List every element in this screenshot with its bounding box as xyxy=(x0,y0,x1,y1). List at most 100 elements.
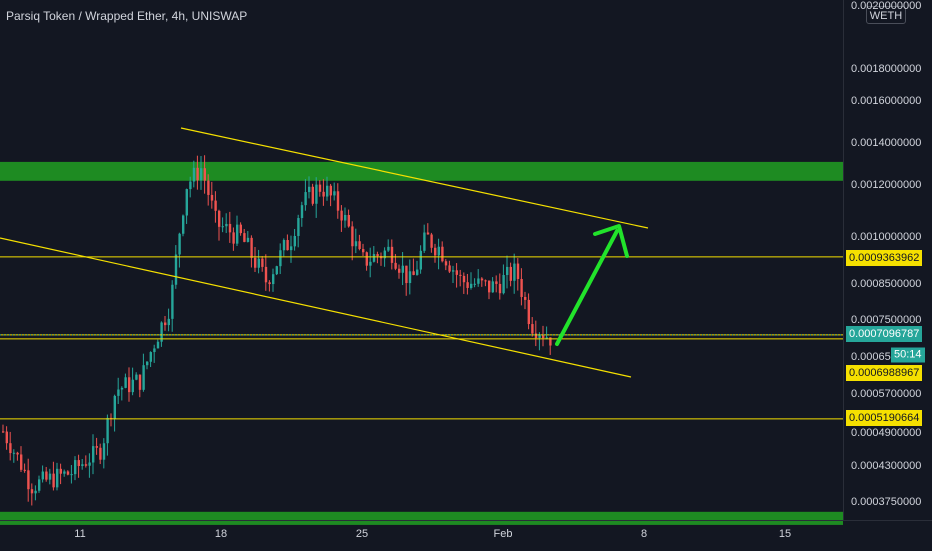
candle-body xyxy=(232,232,235,244)
candle-body xyxy=(304,192,307,206)
price-tick-label: 0.0020000000 xyxy=(851,0,922,12)
candle-body xyxy=(268,282,271,285)
price-tick-label: 0.0010000000 xyxy=(851,231,922,243)
candle-body xyxy=(196,167,199,181)
candle-body xyxy=(16,452,19,455)
candle-body xyxy=(174,254,178,285)
price-tick-label: 0.0008500000 xyxy=(851,278,922,290)
candle-body xyxy=(430,234,433,248)
candle-body xyxy=(502,275,505,294)
candle-body xyxy=(182,215,185,234)
candle-body xyxy=(329,185,332,196)
candle-body xyxy=(81,464,84,467)
price-tick-label: 0.0007500000 xyxy=(851,314,922,326)
candle-body xyxy=(362,249,365,253)
support-resistance-zone xyxy=(0,161,843,181)
candle-body xyxy=(419,250,422,270)
candle-body xyxy=(92,446,95,463)
candle-body xyxy=(344,214,347,221)
candle-body xyxy=(257,258,260,268)
candle-body xyxy=(63,471,66,474)
candle-countdown: 50:14 xyxy=(891,347,925,363)
price-scale[interactable] xyxy=(843,0,932,520)
candle-body xyxy=(20,454,23,470)
candle-body xyxy=(333,191,336,196)
price-tick-label: 0.0004300000 xyxy=(851,460,922,472)
price-tick-label: 0.0018000000 xyxy=(851,63,922,75)
candle-body xyxy=(70,474,73,476)
candle-body xyxy=(491,281,494,293)
candle-body xyxy=(38,479,41,491)
candle-body xyxy=(416,269,419,275)
candle-body xyxy=(221,226,224,228)
candle-body xyxy=(239,224,242,234)
candle-body xyxy=(506,266,509,276)
candle-body xyxy=(524,296,527,300)
candle-body xyxy=(549,337,552,346)
candle-body xyxy=(27,470,30,490)
candle-body xyxy=(372,254,376,262)
candle-body xyxy=(434,247,437,256)
candle-body xyxy=(509,266,512,281)
candle-body xyxy=(477,278,480,284)
candle-body xyxy=(376,254,379,257)
candle-body xyxy=(516,263,520,279)
candle-body xyxy=(203,168,206,181)
candle-body xyxy=(88,462,91,466)
time-tick-label: 18 xyxy=(214,528,228,540)
currency-badge[interactable]: WETH xyxy=(866,6,906,24)
time-scale[interactable] xyxy=(0,520,932,551)
chart-title: Parsiq Token / Wrapped Ether, 4h, UNISWA… xyxy=(6,9,248,23)
candle-body xyxy=(218,210,221,227)
candle-body xyxy=(351,226,354,247)
candle-body xyxy=(390,246,394,263)
candle-body xyxy=(480,278,484,281)
candle-body xyxy=(261,258,264,267)
candle-body xyxy=(84,464,88,466)
price-tick-label: 0.0005700000 xyxy=(851,388,922,400)
price-tick-label: 0.0016000000 xyxy=(851,95,922,107)
candle-body xyxy=(513,263,516,281)
candle-body xyxy=(236,224,239,244)
time-tick-label: 11 xyxy=(74,528,86,540)
candle-body xyxy=(441,246,444,262)
candle-body xyxy=(520,278,523,297)
candle-body xyxy=(272,274,275,285)
candle-body xyxy=(405,265,408,284)
candle-body xyxy=(225,223,228,227)
candle-body xyxy=(495,281,498,284)
time-tick-label: 25 xyxy=(355,528,369,540)
candle-body xyxy=(214,200,217,211)
candle-body xyxy=(142,365,145,390)
candle-body xyxy=(41,471,44,480)
candle-body xyxy=(448,265,451,272)
candle-body xyxy=(322,191,325,197)
candle-body xyxy=(66,471,70,475)
candle-body xyxy=(308,186,311,193)
candle-body xyxy=(398,268,401,273)
candle-body xyxy=(243,233,246,242)
candle-body xyxy=(52,473,55,488)
candle-body xyxy=(74,460,77,475)
level-price-label: 0.0006988967 xyxy=(846,365,923,381)
candle-body xyxy=(149,352,152,362)
candle-body xyxy=(164,322,167,326)
price-tick-label: 0.0003750000 xyxy=(851,496,922,508)
candle-body xyxy=(455,270,458,275)
channel-upper-trendline xyxy=(180,127,649,229)
candle-body xyxy=(383,250,386,259)
candle-body xyxy=(146,361,149,366)
candle-body xyxy=(128,377,131,393)
candle-body xyxy=(531,324,534,334)
candle-body xyxy=(315,184,318,204)
channel-lower-trendline xyxy=(0,237,632,378)
candle-body xyxy=(45,471,48,480)
candle-body xyxy=(300,205,304,219)
candle-body xyxy=(106,417,109,444)
candle-body xyxy=(192,167,196,182)
candle-body xyxy=(466,282,469,288)
candle-body xyxy=(254,257,257,268)
candle-body xyxy=(185,189,188,216)
